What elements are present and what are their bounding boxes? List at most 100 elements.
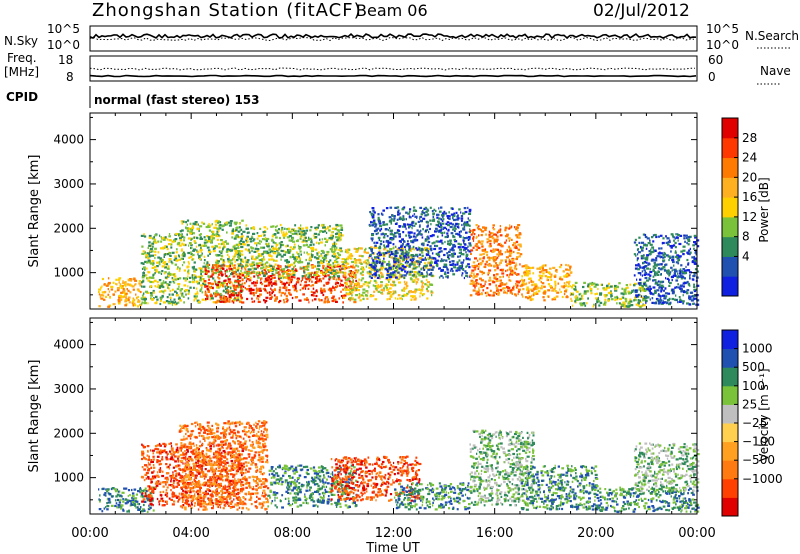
data-cell [446, 252, 449, 255]
data-cell [654, 266, 657, 269]
data-cell [480, 228, 483, 232]
data-cell [299, 266, 302, 269]
data-cell [338, 268, 341, 271]
data-cell [154, 241, 158, 244]
data-cell [266, 291, 269, 294]
data-cell [294, 259, 297, 262]
data-cell [660, 255, 663, 258]
data-cell [333, 265, 335, 268]
data-cell [226, 231, 228, 234]
data-cell [222, 281, 225, 284]
data-cell [382, 223, 386, 226]
data-cell [642, 261, 645, 264]
data-cell [262, 274, 266, 277]
data-cell [160, 260, 162, 263]
data-cell [691, 260, 695, 264]
data-cell [174, 290, 177, 293]
data-cell [426, 236, 428, 239]
data-cell [663, 301, 667, 304]
data-cell [230, 222, 233, 225]
data-cell [403, 257, 406, 260]
data-cell [236, 226, 239, 229]
data-cell [268, 242, 270, 245]
data-cell [568, 282, 570, 285]
data-cell [649, 278, 651, 281]
data-cell [376, 253, 378, 256]
data-cell [293, 257, 297, 260]
data-cell [118, 277, 122, 280]
data-cell [241, 272, 244, 275]
data-cell [204, 270, 207, 273]
data-cell [551, 298, 553, 301]
data-cell [597, 296, 599, 300]
data-cell [163, 272, 166, 275]
data-cell [190, 230, 193, 233]
data-cell [376, 261, 379, 265]
data-cell [453, 229, 456, 232]
data-cell [509, 252, 512, 255]
data-cell [421, 211, 424, 214]
data-cell [283, 284, 286, 287]
data-cell [252, 239, 255, 242]
data-cell [188, 280, 192, 284]
data-cell [210, 235, 214, 238]
data-cell [400, 244, 404, 247]
data-cell [493, 239, 497, 242]
data-cell [237, 230, 241, 233]
data-cell [424, 206, 428, 209]
data-cell [283, 267, 286, 271]
data-cell [455, 222, 458, 225]
data-cell [665, 241, 669, 244]
data-cell [625, 284, 628, 287]
data-cell [118, 294, 122, 297]
data-cell [299, 237, 302, 240]
data-cell [559, 276, 562, 279]
data-cell [193, 286, 195, 289]
data-cell [254, 247, 258, 250]
data-cell [445, 265, 448, 268]
data-cell [666, 271, 668, 274]
data-cell [566, 272, 569, 275]
data-cell [340, 279, 343, 282]
data-cell [525, 269, 528, 272]
data-cell [236, 299, 238, 302]
data-cell [149, 285, 152, 289]
data-cell [457, 233, 461, 236]
data-cell [226, 289, 230, 292]
data-cell [173, 258, 176, 261]
data-cell [618, 302, 621, 305]
data-cell [587, 297, 589, 300]
data-cell [384, 233, 387, 236]
data-cell [463, 241, 465, 244]
data-cell [279, 269, 283, 272]
data-cell [249, 292, 252, 295]
data-cell [148, 261, 151, 264]
data-cell [389, 248, 393, 251]
data-cell [693, 234, 697, 237]
data-cell [400, 264, 402, 267]
data-cell [506, 274, 509, 277]
data-cell [307, 284, 310, 287]
data-cell [120, 286, 123, 289]
data-cell [427, 290, 430, 293]
data-cell [268, 269, 271, 272]
data-cell [373, 252, 376, 255]
data-cell [231, 232, 234, 235]
data-cell [658, 300, 660, 303]
data-cell [447, 257, 451, 260]
data-cell [116, 289, 120, 292]
data-cell [409, 259, 412, 262]
data-cell [345, 278, 349, 281]
data-cell [226, 285, 230, 289]
data-cell [644, 297, 648, 300]
data-cell [223, 246, 225, 249]
data-cell [414, 289, 417, 292]
data-cell [463, 223, 466, 226]
data-cell [308, 280, 311, 283]
data-cell [286, 260, 289, 263]
data-cell [393, 253, 397, 256]
data-cell [500, 282, 504, 285]
data-cell [320, 259, 323, 262]
data-cell [106, 284, 109, 287]
data-cell [235, 273, 238, 276]
